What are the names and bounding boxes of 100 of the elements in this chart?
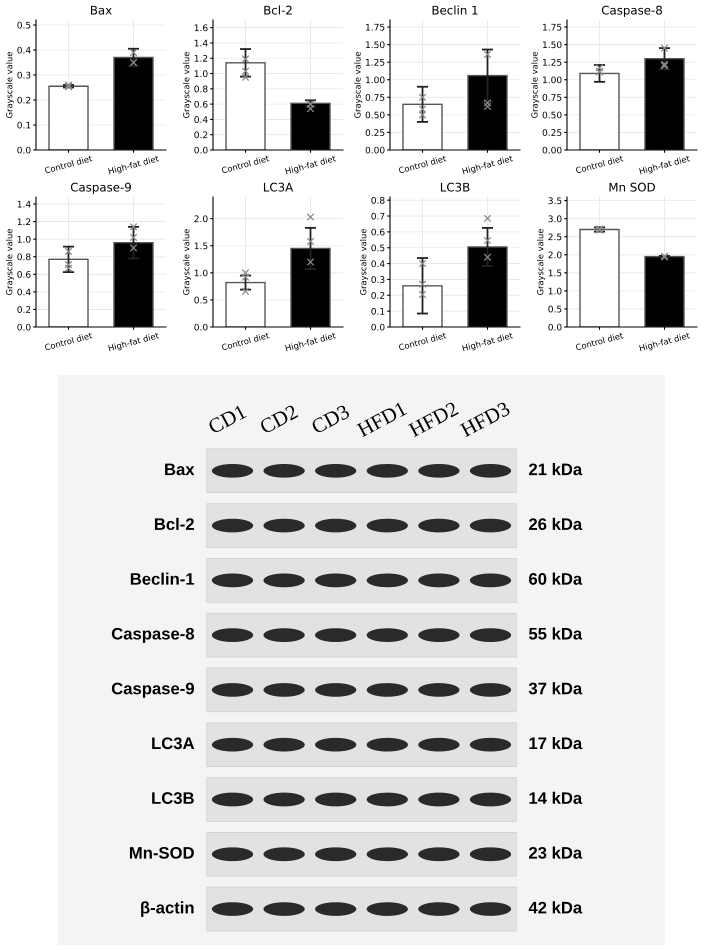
y-tick-label: 0.3 [371, 276, 384, 283]
y-tick-label: 1.0 [194, 270, 208, 276]
y-tick-label: 0.2 [194, 131, 208, 138]
category-label: 23 kDa [529, 846, 582, 859]
x-tick-label: Control diet [575, 154, 624, 174]
y-tick-label: 0.0 [371, 324, 385, 331]
y-tick-label: 1.50 [543, 41, 562, 48]
chart-title: LC3B [440, 182, 470, 192]
y-tick-label: 0.2 [17, 96, 30, 104]
y-axis-title: Grayscale value [354, 52, 362, 118]
y-tick-label: 1.2 [18, 218, 30, 226]
x-tick-label: High-fat diet [285, 154, 337, 176]
y-tick-label: 1.0 [548, 288, 562, 294]
y-tick-label: 0.0 [194, 146, 208, 154]
y-tick-label: 0.1 [17, 122, 30, 129]
chart-title: Bcl-2 [264, 5, 292, 15]
y-axis-title: Grayscale value [182, 229, 192, 295]
chart-title: Bax [91, 6, 112, 15]
y-axis-title: Grayscale value [531, 52, 540, 118]
y-tick-label: 0.1 [371, 308, 384, 315]
y-tick-label: 0.8 [17, 253, 31, 260]
x-tick-label: Control diet [398, 154, 446, 174]
y-tick-label: 0.4 [371, 260, 385, 268]
y-tick-label: 1.4 [194, 40, 208, 46]
y-tick-label: 0.00 [366, 146, 385, 154]
x-tick-label: Control diet [44, 332, 92, 351]
y-tick-label: 0.4 [17, 46, 31, 54]
category-label: HFD3 [459, 401, 511, 438]
x-tick-label: High-fat diet [285, 332, 337, 353]
y-tick-label: 0.25 [366, 129, 384, 136]
y-tick-label: 0.0 [17, 324, 31, 331]
y-tick-label: 2.0 [548, 252, 562, 258]
y-tick-label: 0.8 [371, 196, 385, 204]
category-label: 26 kDa [529, 518, 582, 530]
category-label: LC3B [152, 792, 194, 804]
y-tick-label: 3.0 [548, 215, 562, 222]
y-tick-label: 0.75 [542, 94, 562, 101]
y-tick-label: 0.5 [17, 22, 30, 29]
y-tick-label: 2.5 [548, 233, 562, 240]
category-label: 37 kDa [528, 682, 582, 694]
x-tick-label: High-fat diet [639, 154, 691, 176]
y-tick-label: 1.2 [194, 54, 208, 62]
y-tick-label: 1.25 [543, 58, 562, 66]
y-tick-label: 1.00 [543, 76, 562, 84]
x-tick-label: High-fat diet [462, 154, 514, 176]
y-tick-label: 0.25 [542, 129, 562, 136]
y-axis-title: Grayscale value [536, 229, 546, 295]
chart-title: Beclin 1 [432, 5, 478, 15]
y-tick-label: 2.0 [194, 215, 208, 222]
category-label: CD2 [258, 404, 298, 434]
category-label: 14 kDa [529, 792, 582, 804]
y-tick-label: 0.4 [194, 116, 208, 123]
y-tick-label: 0.0 [548, 324, 562, 331]
x-tick-label: Control diet [221, 154, 270, 174]
y-tick-label: 0.50 [366, 112, 385, 118]
category-label: CD3 [310, 404, 350, 434]
chart-title: LC3A [264, 182, 294, 192]
category-label: HFD2 [408, 401, 459, 438]
x-tick-label: High-fat diet [108, 332, 160, 353]
category-label: Caspase-8 [112, 628, 194, 643]
x-tick-label: High-fat diet [108, 154, 160, 176]
y-tick-label: 1.25 [366, 58, 384, 66]
y-tick-label: 1.75 [366, 24, 384, 31]
x-tick-label: Control diet [575, 332, 624, 351]
chart-title: Caspase-8 [602, 6, 662, 17]
y-tick-label: 0.8 [194, 86, 208, 92]
y-tick-label: 0.7 [371, 212, 384, 220]
category-label: 17 kDa [529, 736, 582, 750]
x-tick-label: Control diet [221, 332, 270, 351]
chart-title: Mn SOD [610, 182, 655, 192]
y-tick-label: 0.00 [542, 146, 562, 154]
y-tick-label: 0.6 [17, 271, 31, 278]
x-tick-label: Control diet [44, 154, 92, 174]
y-tick-label: 1.6 [194, 24, 208, 32]
x-tick-label: High-fat diet [639, 332, 691, 353]
y-tick-label: 0.6 [194, 100, 208, 108]
y-tick-label: 1.50 [366, 41, 385, 48]
y-tick-label: 1.4 [18, 200, 31, 208]
y-tick-label: 0.0 [194, 324, 208, 331]
category-label: 60 kDa [529, 572, 582, 585]
y-tick-label: 0.0 [17, 146, 31, 154]
category-label: Beclin-1 [130, 572, 194, 585]
y-tick-label: 3.5 [548, 197, 562, 204]
y-tick-label: 0.4 [17, 288, 31, 296]
category-label: LC3A [152, 737, 194, 750]
category-label: Bcl-2 [154, 518, 194, 530]
category-label: HFD1 [356, 401, 408, 438]
y-tick-label: 0.75 [366, 94, 384, 101]
y-axis-title: Grayscale value [6, 229, 14, 295]
category-label: 21 kDa [529, 463, 582, 476]
category-label: Caspase-9 [112, 682, 194, 698]
y-tick-label: 1.0 [194, 70, 208, 78]
y-tick-label: 0.2 [371, 292, 384, 299]
x-tick-label: Control diet [398, 332, 446, 351]
y-tick-label: 1.00 [366, 76, 385, 84]
y-tick-label: 1.0 [18, 236, 31, 243]
y-tick-label: 1.75 [543, 24, 562, 31]
chart-title: Caspase-9 [70, 182, 131, 194]
category-label: β-actin [141, 901, 194, 917]
y-tick-label: 0.2 [17, 306, 30, 313]
